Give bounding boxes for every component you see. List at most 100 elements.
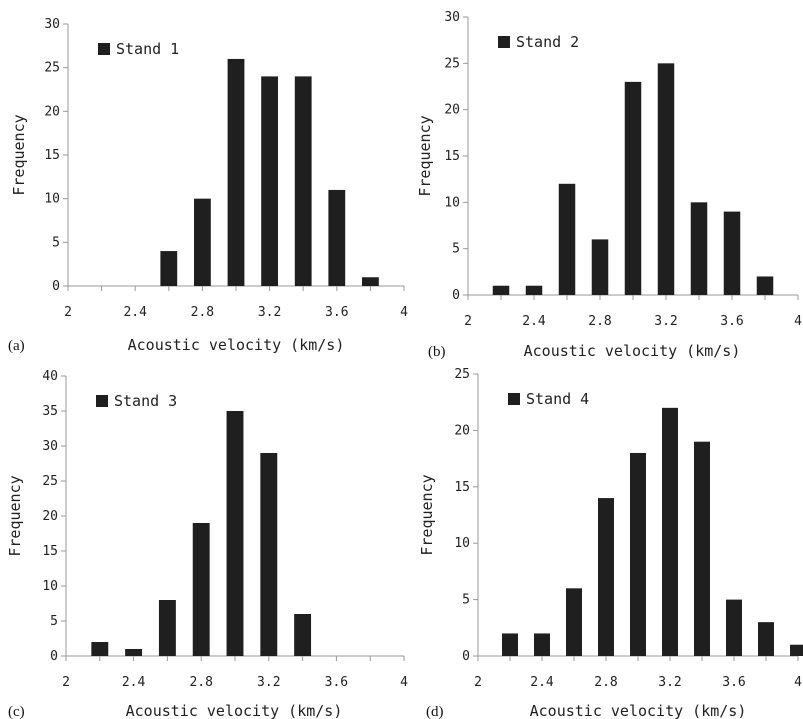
histogram-bar	[502, 633, 518, 656]
histogram-bar	[194, 198, 211, 286]
x-tick-label: 2.4	[122, 675, 146, 690]
x-tick-label: 2.4	[530, 675, 554, 690]
histogram-bar	[525, 285, 543, 295]
histogram-bar	[624, 81, 642, 295]
x-tick-label: 3.6	[722, 675, 745, 690]
x-tick-label: 3.2	[654, 314, 677, 329]
y-tick-label: 0	[452, 288, 460, 303]
legend-swatch	[508, 393, 520, 405]
panel-label: (d)	[426, 704, 444, 719]
histogram-bar	[160, 251, 178, 286]
y-tick-label: 15	[454, 480, 470, 495]
x-tick-label: 3.6	[325, 675, 348, 690]
x-tick-label: 2.4	[522, 314, 546, 329]
y-tick-label: 25	[42, 474, 58, 489]
y-tick-label: 20	[454, 423, 470, 438]
histogram-bar	[690, 202, 708, 295]
histogram-bar	[294, 76, 312, 287]
histogram-bar	[756, 276, 774, 295]
histogram-bar	[566, 588, 582, 656]
x-tick-label: 3.2	[257, 675, 280, 690]
y-tick-label: 15	[444, 149, 460, 164]
legend-swatch	[96, 395, 108, 407]
x-tick-label: 2	[62, 675, 70, 690]
x-tick-label: 2.8	[189, 675, 212, 690]
histogram-bar	[662, 407, 678, 656]
histogram-bar	[91, 642, 109, 656]
chart-panel: 0 5 10 15 20 25 30 35 40 2 2.4 2.8 3.2 3.6 4 Stand 3 Fre…	[6, 369, 408, 719]
histogram-bar	[723, 211, 741, 295]
histogram-bar	[657, 63, 675, 296]
y-tick-label: 10	[42, 579, 58, 594]
histogram-bar	[125, 649, 143, 656]
legend-label: Stand 4	[526, 390, 589, 408]
x-tick-label: 3.2	[658, 675, 681, 690]
y-axis-title: Frequency	[416, 115, 434, 196]
histogram-bar	[726, 599, 742, 656]
y-axis-title: Frequency	[6, 475, 24, 556]
x-tick-label: 2.8	[588, 314, 611, 329]
y-tick-label: 20	[444, 103, 460, 118]
x-tick-label: 3.6	[720, 314, 743, 329]
y-tick-label: 5	[452, 242, 460, 257]
histogram-bar	[362, 277, 379, 286]
x-tick-label: 4	[794, 675, 802, 690]
x-tick-label: 2	[64, 305, 72, 320]
x-tick-label: 2	[474, 675, 482, 690]
y-tick-label: 25	[444, 56, 460, 71]
y-tick-label: 25	[44, 61, 60, 76]
x-axis-title: Acoustic velocity (km/s)	[126, 702, 343, 719]
x-tick-label: 4	[400, 675, 408, 690]
y-tick-label: 30	[444, 10, 460, 25]
x-tick-label: 4	[400, 305, 408, 320]
y-tick-label: 10	[454, 536, 470, 551]
x-tick-label: 4	[794, 314, 802, 329]
y-tick-label: 15	[44, 148, 60, 163]
histogram-bar	[758, 622, 774, 656]
histogram-bar	[598, 498, 614, 656]
histogram-bar	[260, 453, 278, 656]
x-tick-label: 2	[464, 314, 472, 329]
histogram-bar	[630, 452, 646, 656]
legend-label: Stand 3	[114, 392, 177, 410]
y-tick-label: 10	[44, 192, 60, 207]
y-tick-label: 20	[44, 104, 60, 119]
y-tick-label: 35	[42, 404, 58, 419]
chart-panel: 0 5 10 15 20 25 30 2 2.4 2.8 3.2 3.6 4 Stand 1 Frequen…	[8, 17, 408, 354]
histogram-bar	[591, 239, 609, 295]
x-tick-label: 3.2	[258, 305, 281, 320]
histogram-bar	[158, 600, 176, 656]
y-axis-title: Frequency	[418, 474, 436, 555]
histogram-bar	[226, 411, 244, 656]
chart-panel: 0 5 10 15 20 25 30 2 2.4 2.8 3.2 3.6 4 Stand 2 Frequen…	[416, 10, 802, 360]
histogram-bar	[261, 76, 278, 287]
histogram-bar	[328, 189, 346, 286]
histogram-bar	[534, 633, 550, 656]
histogram-bar	[294, 614, 312, 656]
y-tick-label: 25	[454, 367, 470, 382]
x-tick-label: 2.8	[191, 305, 214, 320]
chart-panel: 0 5 10 15 20 25 2 2.4 2.8 3.2 3.6 4 Stand 4 Frequency…	[418, 367, 803, 719]
y-tick-label: 5	[462, 593, 470, 608]
y-tick-label: 5	[52, 235, 60, 250]
histogram-bar	[558, 183, 576, 295]
y-tick-label: 0	[462, 649, 470, 664]
x-axis-title: Acoustic velocity (km/s)	[524, 342, 741, 360]
x-axis-title: Acoustic velocity (km/s)	[530, 702, 747, 719]
panel-label: (b)	[428, 344, 446, 360]
y-tick-label: 5	[50, 614, 58, 629]
y-tick-label: 30	[42, 439, 58, 454]
y-tick-label: 40	[42, 369, 58, 384]
histogram-bar	[790, 644, 803, 656]
histogram-bar	[227, 58, 245, 286]
histogram-bar	[192, 523, 210, 656]
x-tick-label: 3.6	[325, 305, 348, 320]
y-tick-label: 15	[42, 544, 58, 559]
y-axis-title: Frequency	[10, 114, 28, 195]
x-tick-label: 2.8	[594, 675, 617, 690]
legend-swatch	[98, 43, 110, 55]
x-tick-label: 2.4	[123, 305, 147, 320]
x-axis-title: Acoustic velocity (km/s)	[128, 336, 345, 354]
y-tick-label: 0	[52, 279, 60, 294]
